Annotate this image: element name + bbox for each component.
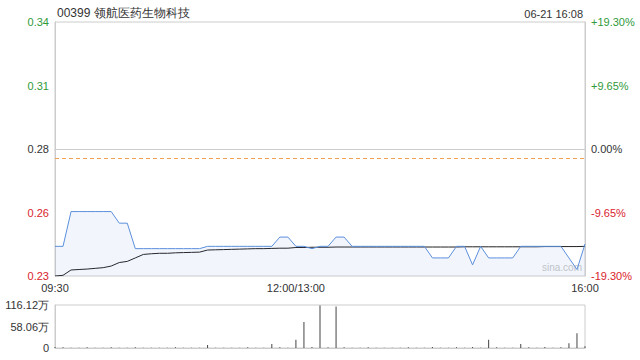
svg-text:09:30: 09:30 (41, 282, 69, 294)
svg-text:-9.65%: -9.65% (591, 207, 626, 219)
svg-text:+19.30%: +19.30% (591, 16, 635, 28)
svg-text:06-21 16:08: 06-21 16:08 (524, 8, 583, 20)
svg-text:116.12万: 116.12万 (5, 299, 49, 311)
svg-text:0.26: 0.26 (28, 207, 49, 219)
svg-text:0.31: 0.31 (28, 80, 49, 92)
svg-text:0.00%: 0.00% (591, 143, 622, 155)
svg-text:-19.30%: -19.30% (591, 270, 632, 282)
svg-text:0.34: 0.34 (28, 16, 49, 28)
svg-text:12:00/13:00: 12:00/13:00 (267, 282, 325, 294)
svg-text:16:00: 16:00 (571, 282, 599, 294)
svg-text:58.06万: 58.06万 (10, 321, 49, 333)
svg-text:+9.65%: +9.65% (591, 80, 629, 92)
svg-text:0.28: 0.28 (28, 143, 49, 155)
svg-text:0: 0 (43, 342, 49, 354)
svg-text:00399 领航医药生物科技: 00399 领航医药生物科技 (57, 6, 190, 20)
svg-text:0.23: 0.23 (28, 270, 49, 282)
